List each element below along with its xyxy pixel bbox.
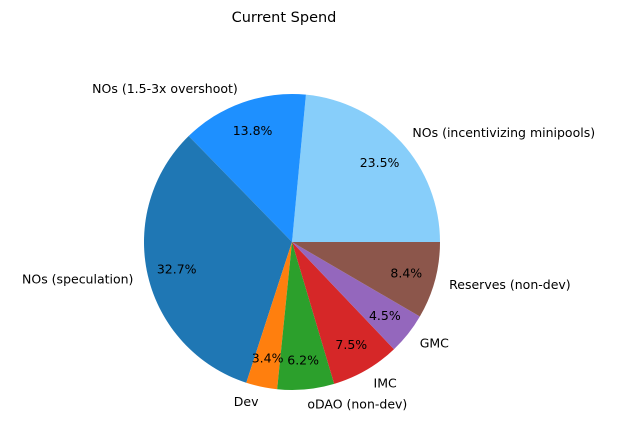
pie-slice-nos-1-5-3x-overshoot [188,94,306,242]
slice-label-reserves-non-dev: Reserves (non-dev) [449,277,571,292]
pct-label-reserves-non-dev: 8.4% [390,265,422,280]
pct-label-odao-non-dev: 6.2% [287,352,319,367]
slice-label-dev: Dev [234,394,259,409]
pct-label-nos-incentivizing-minipools: 23.5% [360,155,400,170]
pct-label-nos-1-5-3x-overshoot: 13.8% [233,123,273,138]
pct-label-dev: 3.4% [252,350,284,365]
slice-label-odao-non-dev: oDAO (non-dev) [307,397,407,412]
pie-slice-reserves-non-dev [292,242,440,317]
slice-label-nos-incentivizing-minipools: NOs (incentivizing minipools) [412,125,595,140]
slice-label-nos-1-5-3x-overshoot: NOs (1.5-3x overshoot) [92,81,238,96]
pct-label-nos-speculation: 32.7% [157,261,197,276]
pie-labels: NOs (incentivizing minipools) 23.5% NOs (1… [22,81,595,412]
pie-slice-odao-non-dev [277,242,335,390]
pie-slice-dev [246,242,292,390]
pie-slice-nos-speculation [143,136,292,383]
pct-label-imc: 7.5% [335,337,367,352]
slice-label-nos-speculation: NOs (speculation) [22,272,133,287]
pie-slice-imc [292,242,394,384]
pie-slice-gmc [292,242,420,350]
pct-label-gmc: 4.5% [369,308,401,323]
pie-slice-nos-incentivizing-minipools [292,94,440,242]
slice-label-gmc: GMC [420,335,449,350]
chart-title: Current Spend [232,10,337,26]
pie-slices [143,94,440,390]
slice-label-imc: IMC [374,375,397,390]
